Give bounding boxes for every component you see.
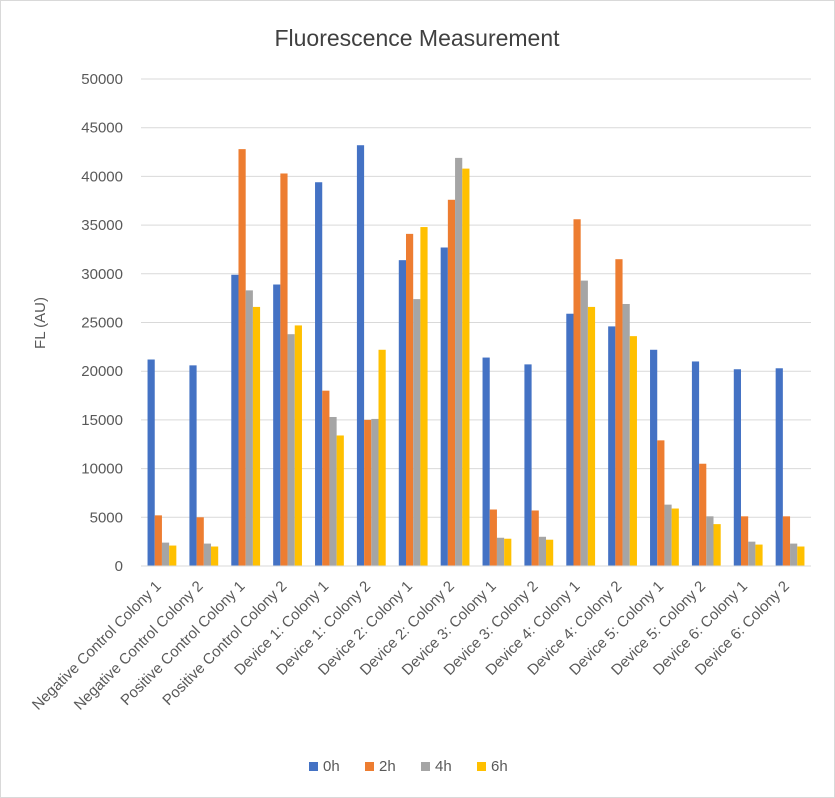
chart-title: Fluorescence Measurement xyxy=(274,25,560,51)
legend-label: 4h xyxy=(435,758,452,775)
bar-0h-15 xyxy=(733,369,741,566)
bar-0h-6 xyxy=(356,145,365,567)
bar-6h-11 xyxy=(587,306,596,566)
bar-2h-3 xyxy=(238,149,246,566)
y-tick-label: 40000 xyxy=(81,168,123,185)
bar-4h-3 xyxy=(245,290,253,566)
bar-6h-6 xyxy=(378,349,386,566)
y-tick-label: 35000 xyxy=(81,217,123,234)
bar-6h-7 xyxy=(420,227,428,567)
y-axis-ticks: 0 5000 10000 15000 20000 25000 30000 35000 40000… xyxy=(81,71,123,575)
y-tick-label: 20000 xyxy=(81,363,123,380)
bar-6h-1 xyxy=(169,545,177,566)
legend-swatch-2h xyxy=(365,762,374,771)
bar-0h-5 xyxy=(315,182,323,567)
bar-2h-15 xyxy=(740,516,749,566)
bar-6h-9 xyxy=(504,538,512,566)
bar-4h-14 xyxy=(706,516,714,566)
bar-2h-14 xyxy=(699,463,707,566)
bar-4h-2 xyxy=(203,543,212,566)
bar-2h-5 xyxy=(322,390,330,566)
bar-2h-4 xyxy=(280,173,288,567)
y-axis-title: FL (AU) xyxy=(32,297,49,349)
legend-swatch-6h xyxy=(477,762,486,771)
bar-4h-9 xyxy=(496,537,505,566)
bar-4h-16 xyxy=(790,543,798,566)
bar-4h-8 xyxy=(455,157,463,566)
bar-2h-11 xyxy=(573,219,581,566)
legend-label: 0h xyxy=(323,758,340,775)
bar-0h-13 xyxy=(650,349,658,566)
bar-4h-12 xyxy=(622,303,630,566)
bar-4h-15 xyxy=(748,541,756,566)
bar-2h-13 xyxy=(657,440,665,566)
bar-4h-6 xyxy=(371,418,379,566)
y-tick-label: 50000 xyxy=(81,71,123,88)
bar-6h-12 xyxy=(629,336,637,566)
bar-6h-5 xyxy=(336,435,344,566)
bar-2h-9 xyxy=(489,509,497,566)
bar-6h-14 xyxy=(713,524,721,566)
bar-4h-13 xyxy=(664,504,672,566)
y-tick-label: 10000 xyxy=(81,461,123,478)
bar-0h-3 xyxy=(231,274,239,566)
bar-6h-13 xyxy=(671,508,679,566)
bar-2h-1 xyxy=(154,515,162,566)
legend-swatch-0h xyxy=(309,762,318,771)
legend-label: 2h xyxy=(379,758,396,775)
bar-6h-10 xyxy=(546,539,554,566)
bar-2h-6 xyxy=(364,419,372,566)
bar-6h-16 xyxy=(797,546,805,566)
legend: 0h 2h 4h 6h xyxy=(309,758,508,775)
y-tick-label: 25000 xyxy=(81,315,123,332)
bar-0h-16 xyxy=(775,368,783,566)
bar-4h-7 xyxy=(413,299,421,566)
bar-6h-8 xyxy=(462,168,470,567)
legend-swatch-4h xyxy=(421,762,430,771)
bar-0h-14 xyxy=(691,361,700,566)
bar-0h-7 xyxy=(398,260,406,566)
bar-2h-12 xyxy=(615,259,623,566)
y-tick-label: 45000 xyxy=(81,120,123,137)
y-tick-label: 30000 xyxy=(81,266,123,283)
bar-0h-10 xyxy=(524,364,532,566)
bar-6h-4 xyxy=(294,325,302,566)
bar-0h-12 xyxy=(608,326,616,566)
bar-0h-2 xyxy=(189,365,197,566)
bars xyxy=(147,145,805,567)
bar-0h-8 xyxy=(440,247,448,566)
bar-6h-3 xyxy=(252,306,261,566)
bar-2h-2 xyxy=(196,517,204,566)
y-tick-label: 0 xyxy=(115,558,123,575)
bar-0h-9 xyxy=(482,357,490,566)
bar-0h-4 xyxy=(273,284,281,566)
bar-2h-16 xyxy=(782,516,791,566)
bar-4h-11 xyxy=(580,280,588,566)
bar-0h-1 xyxy=(147,359,155,566)
bar-6h-15 xyxy=(755,544,763,566)
bar-2h-8 xyxy=(447,199,456,566)
bar-4h-1 xyxy=(161,542,170,566)
bar-0h-11 xyxy=(566,313,574,566)
bar-4h-10 xyxy=(538,536,547,566)
y-tick-label: 15000 xyxy=(81,412,123,429)
bar-4h-5 xyxy=(329,416,337,566)
bar-6h-2 xyxy=(211,546,219,566)
bar-4h-4 xyxy=(287,334,295,566)
legend-label: 6h xyxy=(491,758,508,775)
bar-2h-10 xyxy=(531,510,539,566)
y-tick-label: 5000 xyxy=(90,509,123,526)
bar-2h-7 xyxy=(405,233,414,566)
